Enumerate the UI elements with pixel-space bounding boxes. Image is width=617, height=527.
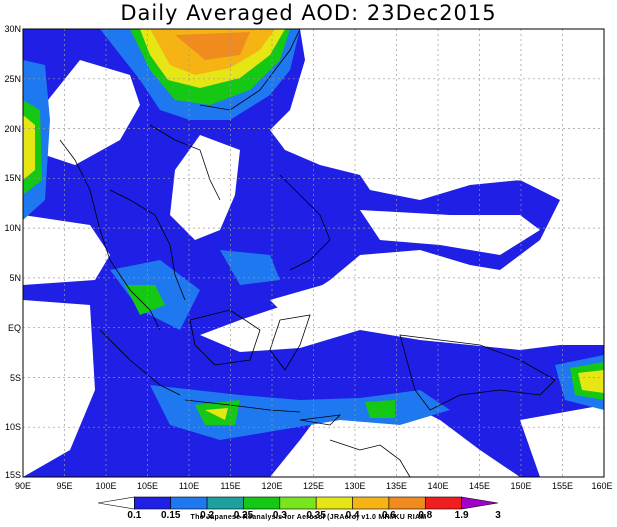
aod-band-green bbox=[365, 400, 395, 418]
plot-frame bbox=[22, 28, 605, 478]
colorbar-label: 0.3 bbox=[273, 510, 287, 521]
data-credit: The Japanese Reanalysis for Aerosol (JRA… bbox=[190, 514, 427, 521]
clean-area bbox=[360, 210, 540, 255]
y-tick-label: 15S bbox=[5, 470, 21, 480]
aod-band-blue bbox=[23, 29, 604, 477]
aod-band-lightblue bbox=[220, 250, 280, 285]
aod-band-orange-dark bbox=[175, 32, 250, 60]
x-tick-label: 100E bbox=[95, 481, 116, 491]
x-tick-label: 155E bbox=[552, 481, 573, 491]
colorbar-swatch bbox=[388, 496, 426, 510]
colorbar-swatch bbox=[243, 496, 281, 510]
clean-area bbox=[170, 135, 240, 240]
colorbar-swatch bbox=[352, 496, 390, 510]
colorbar-label: 0.25 bbox=[234, 510, 254, 521]
coastlines bbox=[59, 29, 556, 477]
aod-band-yellow bbox=[205, 408, 228, 420]
x-tick-label: 125E bbox=[303, 481, 324, 491]
y-tick-label: 5N bbox=[9, 273, 21, 283]
aod-contours bbox=[23, 29, 604, 477]
y-tick-label: 5S bbox=[10, 373, 21, 383]
clean-area bbox=[300, 29, 604, 195]
x-tick-label: 145E bbox=[469, 481, 490, 491]
x-tick-label: 120E bbox=[261, 481, 282, 491]
clean-area bbox=[380, 430, 480, 477]
grid bbox=[23, 29, 604, 477]
x-tick-label: 150E bbox=[510, 481, 531, 491]
colorbar-swatch bbox=[206, 496, 244, 510]
colorbar-swatch bbox=[315, 496, 353, 510]
colorbar-swatch bbox=[279, 496, 317, 510]
colorbar-label: 0.2 bbox=[200, 510, 214, 521]
x-tick-label: 95E bbox=[56, 481, 72, 491]
x-tick-label: 90E bbox=[15, 481, 31, 491]
clean-area bbox=[23, 300, 95, 477]
colorbar-swatch bbox=[134, 496, 172, 510]
y-tick-label: 25N bbox=[4, 74, 21, 84]
x-tick-label: 115E bbox=[220, 481, 240, 491]
colorbar-label: 0.4 bbox=[346, 510, 360, 521]
aod-band-yellow bbox=[578, 370, 604, 393]
colorbar-swatch bbox=[461, 496, 499, 510]
x-tick-label: 140E bbox=[427, 481, 448, 491]
colorbar-label: 0.15 bbox=[161, 510, 181, 521]
colorbar-label: 0.6 bbox=[382, 510, 396, 521]
x-tick-label: 135E bbox=[386, 481, 407, 491]
colorbar: 0.1 0.15 0.2 0.25 0.3 0.35 0.4 0.6 0.8 1.9 3 bbox=[97, 496, 501, 521]
clean-area bbox=[23, 215, 110, 285]
colorbar-label: 3 bbox=[495, 510, 501, 521]
x-tick-label: 160E bbox=[591, 481, 612, 491]
y-tick-label: EQ bbox=[8, 323, 21, 333]
clean-area bbox=[40, 60, 140, 165]
aod-band-green bbox=[125, 285, 165, 315]
colorbar-swatch bbox=[424, 496, 462, 510]
y-tick-label: 15N bbox=[4, 173, 21, 183]
aod-band-yellow bbox=[23, 115, 35, 180]
colorbar-swatch bbox=[170, 496, 208, 510]
y-tick-label: 10S bbox=[5, 422, 21, 432]
y-tick-label: 10N bbox=[4, 223, 21, 233]
colorbar-swatch bbox=[97, 496, 135, 510]
x-tick-label: 105E bbox=[137, 481, 158, 491]
aod-band-lightblue bbox=[150, 385, 450, 440]
clean-area bbox=[270, 275, 604, 340]
x-axis: 90E 95E 100E 105E 110E 115E 120E 125E 13… bbox=[15, 481, 613, 491]
colorbar-label: 0.35 bbox=[306, 510, 326, 521]
colorbar-label: 0.1 bbox=[127, 510, 141, 521]
colorbar-label: 0.8 bbox=[418, 510, 432, 521]
y-axis: 30N 25N 20N 15N 10N 5N EQ 5S 10S 15S bbox=[4, 24, 21, 480]
x-tick-label: 130E bbox=[344, 481, 365, 491]
chart-title: Daily Averaged AOD: 23Dec2015 bbox=[120, 1, 497, 25]
x-tick-label: 110E bbox=[179, 481, 199, 491]
y-tick-label: 30N bbox=[4, 24, 21, 34]
clean-area bbox=[520, 405, 604, 477]
colorbar-label: 1.9 bbox=[455, 510, 469, 521]
y-tick-label: 20N bbox=[4, 124, 21, 134]
